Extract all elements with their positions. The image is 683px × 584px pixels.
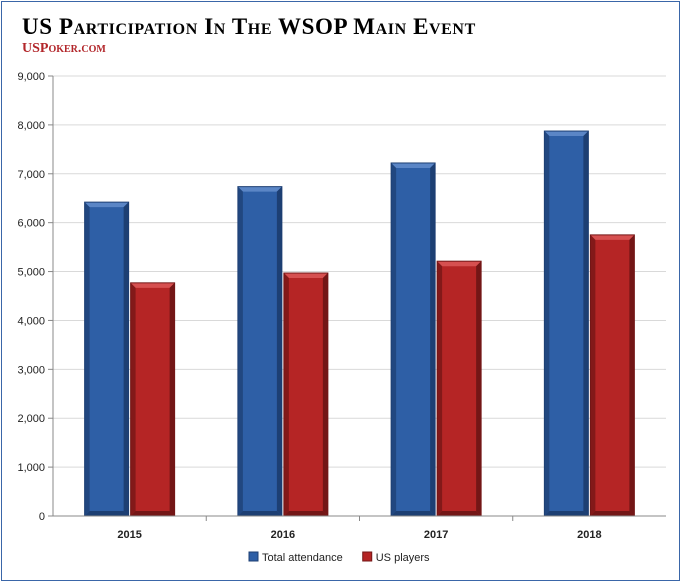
legend-swatch xyxy=(248,551,259,562)
bar-us-players xyxy=(130,282,176,517)
y-tick-label: 0 xyxy=(39,511,45,523)
axes xyxy=(48,75,666,521)
bar-bevel-top xyxy=(237,186,282,192)
bar-total-attendance xyxy=(543,130,589,517)
bar-bevel-top xyxy=(544,131,589,137)
bar-bevel-top xyxy=(84,202,129,208)
y-tick-label: 5,000 xyxy=(17,267,45,279)
bar-bevel-bottom xyxy=(391,511,436,516)
bar-us-players xyxy=(283,272,329,517)
bar-bevel-bottom xyxy=(544,511,589,516)
x-tick-label: 2016 xyxy=(271,529,295,541)
bar-total-attendance xyxy=(84,201,130,517)
bar-body xyxy=(391,162,436,516)
bar-body xyxy=(544,131,589,516)
legend-label: US players xyxy=(376,552,430,564)
bar-body xyxy=(590,234,635,516)
bar-body xyxy=(130,282,175,516)
x-axis-ticks: 2015 2016 2017 2018 xyxy=(117,529,601,541)
bar-body xyxy=(84,202,129,516)
legend-label: Total attendance xyxy=(262,552,343,564)
bar-total-attendance xyxy=(390,162,436,517)
bar-bevel-left xyxy=(84,202,90,516)
bar-bevel-bottom xyxy=(283,511,328,516)
bar-bevel-left xyxy=(237,186,243,516)
bar-bevel-left xyxy=(130,282,136,516)
legend-item: US players xyxy=(362,551,430,564)
y-tick-label: 8,000 xyxy=(17,120,45,132)
bar-bevel-top xyxy=(130,282,175,288)
y-tick-label: 1,000 xyxy=(17,462,45,474)
y-tick-label: 7,000 xyxy=(17,169,45,181)
bar-bevel-left xyxy=(283,273,289,516)
bar-bevel-right xyxy=(123,202,129,516)
bar-bevel-right xyxy=(169,282,175,516)
x-tick-label: 2015 xyxy=(117,529,141,541)
bar-bevel-right xyxy=(583,131,589,516)
bar-us-players xyxy=(436,260,482,517)
y-tick-label: 6,000 xyxy=(17,218,45,230)
bar-bevel-bottom xyxy=(84,511,129,516)
bar-bevel-right xyxy=(476,261,482,516)
x-tick-label: 2018 xyxy=(577,529,601,541)
y-tick-label: 4,000 xyxy=(17,315,45,327)
bar-bevel-right xyxy=(629,234,635,516)
bar-body xyxy=(237,186,282,516)
brand-label: USPoker.com xyxy=(22,41,106,56)
bar-total-attendance xyxy=(237,186,283,517)
legend-swatch xyxy=(362,551,373,562)
bar-bevel-bottom xyxy=(437,511,482,516)
bar-bevel-right xyxy=(322,273,328,516)
bar-body xyxy=(283,273,328,516)
x-tick-label: 2017 xyxy=(424,529,448,541)
bar-bevel-left xyxy=(437,261,443,516)
y-tick-label: 2,000 xyxy=(17,413,45,425)
bar-bevel-top xyxy=(590,234,635,240)
bar-bevel-top xyxy=(283,273,328,279)
y-axis-ticks: 0 1,000 2,000 3,000 4,000 5,000 6,000 7,000 8,00… xyxy=(17,71,45,523)
bar-us-players xyxy=(589,234,635,517)
legend: Total attendance US players xyxy=(248,551,430,564)
y-tick-label: 3,000 xyxy=(17,364,45,376)
bar-bevel-left xyxy=(544,131,550,516)
bars xyxy=(84,130,635,517)
bar-bevel-top xyxy=(437,261,482,267)
bar-bevel-right xyxy=(276,186,282,516)
bar-bevel-left xyxy=(391,162,397,516)
bar-bevel-bottom xyxy=(237,511,282,516)
bar-body xyxy=(437,261,482,516)
y-tick-label: 9,000 xyxy=(17,71,45,83)
bar-bevel-right xyxy=(430,162,436,516)
chart-title: US Participation In The WSOP Main Event xyxy=(22,14,476,39)
bar-bevel-top xyxy=(391,162,436,168)
bar-bevel-bottom xyxy=(590,511,635,516)
legend-item: Total attendance xyxy=(248,551,343,564)
bar-bevel-left xyxy=(590,234,596,516)
bar-bevel-bottom xyxy=(130,511,175,516)
